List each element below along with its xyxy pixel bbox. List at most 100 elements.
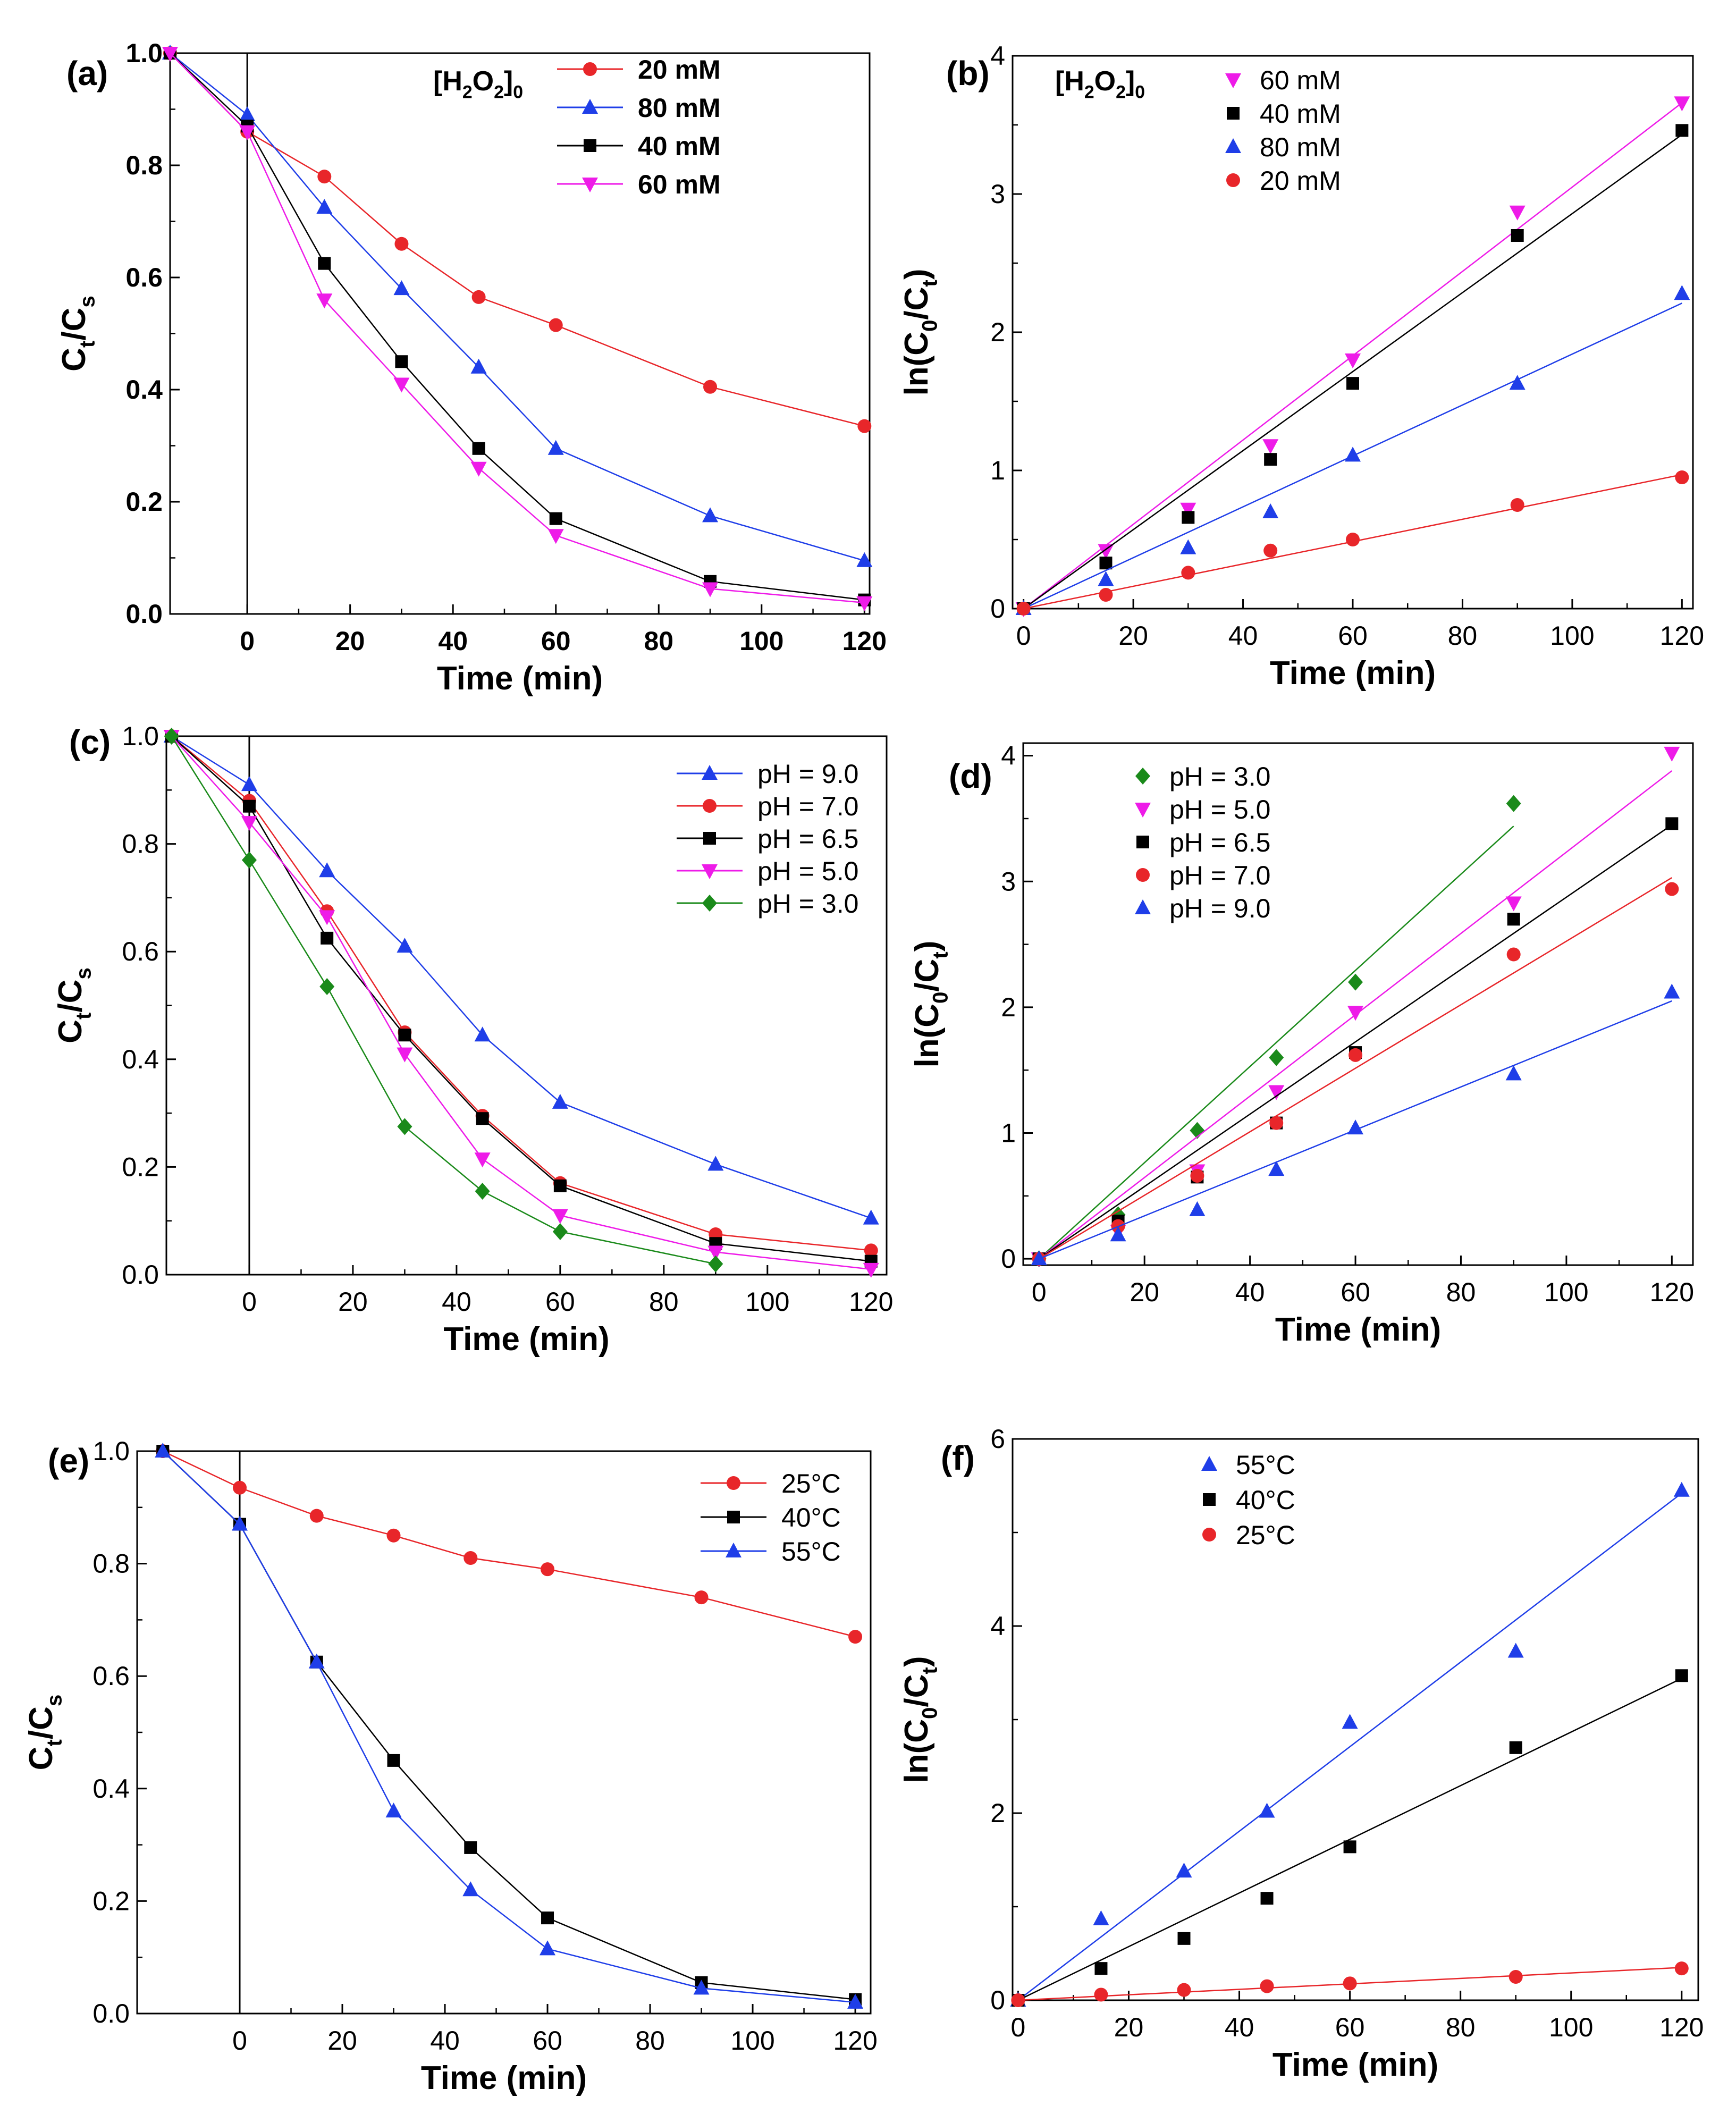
- data-point: [708, 1255, 723, 1273]
- data-point: [1664, 746, 1680, 762]
- data-point: [1507, 913, 1520, 926]
- panel-f: 0 20 40 60 80 100 120 0 2 4 6 Time (min) ln(C0/Ct) (f…: [898, 1424, 1704, 2083]
- series-55-c: [1010, 1481, 1690, 2007]
- x-tick-label: 80: [649, 1287, 679, 1317]
- data-point: [1093, 1910, 1109, 1925]
- y-tick-label: 0.2: [122, 1152, 159, 1182]
- legend-marker: [1136, 836, 1149, 848]
- y-axis-label: ln(C0/Ct): [898, 1656, 941, 1783]
- x-axis-label: Time (min): [437, 660, 603, 697]
- data-point: [1264, 453, 1277, 466]
- data-point: [1509, 205, 1526, 221]
- data-point: [239, 106, 256, 122]
- data-point: [474, 1026, 491, 1042]
- data-point: [232, 1515, 248, 1531]
- legend: pH = 9.0pH = 7.0pH = 6.5pH = 5.0pH = 3.0: [677, 759, 858, 919]
- data-point: [397, 1118, 412, 1135]
- legend: [H2O2]0 20 mM 80 mM 40 mM 60 mM: [433, 55, 721, 199]
- x-tick-label: 20: [338, 1287, 368, 1317]
- series-40-c: [156, 1445, 862, 2006]
- x-tick-label: 100: [739, 626, 783, 656]
- data-point: [316, 199, 333, 214]
- series-ph-7-0: [1032, 877, 1679, 1266]
- legend-label: 80 mM: [1260, 132, 1341, 162]
- y-axis-label: Ct/Cs: [52, 967, 95, 1043]
- data-point: [1506, 947, 1521, 962]
- data-point: [155, 1443, 171, 1458]
- data-point: [1347, 1006, 1364, 1021]
- legend-marker: [582, 99, 598, 114]
- legend-marker: [703, 832, 716, 845]
- y-tick-label: 6: [990, 1424, 1005, 1454]
- panel-label: (a): [66, 54, 108, 92]
- fit-line: [1038, 826, 1514, 1260]
- data-point: [398, 1029, 411, 1042]
- data-point: [319, 910, 335, 925]
- x-tick-label: 80: [1446, 2012, 1476, 2042]
- y-tick-label: 1.0: [122, 721, 159, 751]
- series-line: [171, 736, 871, 1262]
- data-point: [386, 1528, 401, 1543]
- data-point: [540, 1940, 556, 1956]
- data-point: [1342, 1714, 1358, 1729]
- data-point: [472, 442, 485, 455]
- panel-label: (e): [48, 1442, 89, 1480]
- data-point: [476, 1112, 489, 1125]
- data-point: [1260, 1892, 1274, 1905]
- y-tick-label: 2: [990, 317, 1005, 347]
- legend-marker: [1135, 899, 1151, 914]
- data-point: [1269, 1049, 1284, 1066]
- data-point: [1190, 1168, 1204, 1183]
- legend-marker: [702, 864, 718, 879]
- y-tick-label: 3: [990, 179, 1005, 209]
- data-point: [694, 1590, 709, 1605]
- data-point: [1262, 503, 1279, 518]
- data-point: [1268, 1085, 1285, 1100]
- x-axis-label: Time (min): [1272, 2046, 1438, 2083]
- data-point: [241, 851, 257, 869]
- y-tick-label: 0.8: [122, 829, 159, 859]
- legend: 55°C 40°C 25°C: [1201, 1450, 1295, 1550]
- data-point: [1345, 353, 1361, 368]
- x-tick-label: 100: [1549, 2012, 1593, 2042]
- panel-a: 0 20 40 60 80 100 120 0.0 0.2 0.4 0.6 0.8 1.0 Time (m…: [56, 38, 887, 697]
- y-tick-label: 0: [990, 594, 1005, 624]
- plot-frame: [1022, 742, 1694, 1266]
- data-point: [1177, 1932, 1191, 1945]
- data-point: [1180, 502, 1196, 518]
- x-tick-label: 60: [1341, 1277, 1370, 1307]
- x-tick-label: 40: [430, 2026, 460, 2056]
- x-tick-label: 0: [1032, 1277, 1047, 1307]
- legend-marker: [1225, 138, 1241, 153]
- data-point: [1507, 1643, 1524, 1658]
- x-tick-label: 100: [730, 2026, 774, 2056]
- x-tick-label: 60: [533, 2026, 562, 2056]
- data-point: [1345, 447, 1361, 462]
- x-tick-label: 0: [242, 1287, 257, 1317]
- data-point: [1509, 375, 1526, 390]
- legend-label: 40 mM: [638, 131, 721, 161]
- legend-marker: [702, 765, 718, 780]
- data-point: [1509, 1741, 1522, 1754]
- data-point: [1098, 571, 1114, 586]
- x-tick-label: 40: [1235, 1277, 1265, 1307]
- y-tick-label: 0.2: [125, 487, 163, 517]
- x-tick-label: 80: [1446, 1277, 1476, 1307]
- legend-marker: [1202, 1528, 1216, 1542]
- fit-line: [1039, 824, 1673, 1260]
- y-tick-label: 4: [1001, 741, 1016, 771]
- data-point: [395, 355, 408, 368]
- data-point: [394, 237, 409, 251]
- data-point: [1016, 602, 1031, 616]
- series-line: [170, 53, 865, 427]
- data-point: [541, 1562, 555, 1577]
- series-line: [162, 1450, 856, 1638]
- data-point: [707, 1156, 724, 1171]
- data-point: [1182, 511, 1195, 524]
- series-line: [170, 53, 865, 561]
- series-55-c: [155, 1443, 864, 2009]
- x-axis-label: Time (min): [1270, 655, 1436, 692]
- data-point: [1343, 1976, 1357, 1991]
- series-40-mm: [164, 47, 871, 607]
